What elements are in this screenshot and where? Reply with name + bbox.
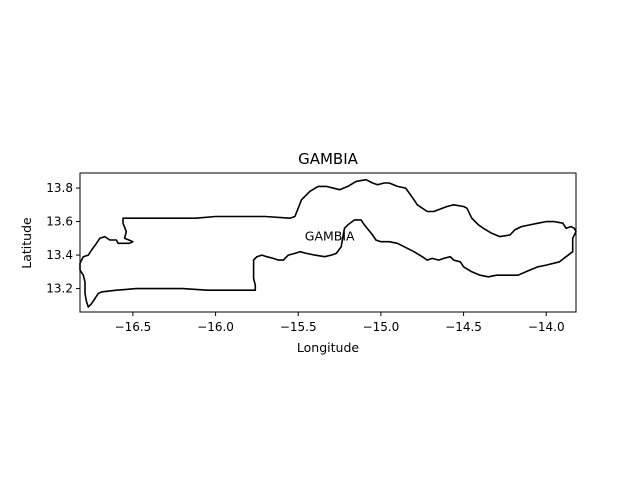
country-label: GAMBIA	[305, 229, 355, 244]
x-tick-label: −16.5	[115, 320, 152, 334]
plot-area: GAMBIA	[79, 172, 577, 313]
x-axis-ticks: −16.5 −16.0 −15.5 −15.0 −14.5 −14.0	[115, 312, 565, 334]
y-tick-label: 13.8	[46, 181, 73, 195]
country-boundary	[79, 178, 577, 308]
map-title: GAMBIA	[298, 150, 359, 168]
y-tick-label: 13.6	[46, 215, 73, 229]
y-tick-label: 13.2	[46, 282, 73, 296]
x-tick-label: −15.0	[363, 320, 400, 334]
x-axis-label: Longitude	[297, 340, 359, 355]
x-tick-label: −14.5	[445, 320, 482, 334]
x-tick-label: −14.0	[528, 320, 565, 334]
plot-frame	[79, 172, 577, 313]
y-axis-ticks: 13.2 13.4 13.6 13.8	[46, 181, 80, 296]
y-axis-label: Latitude	[19, 217, 34, 269]
x-tick-label: −15.5	[280, 320, 317, 334]
y-tick-label: 13.4	[46, 248, 73, 262]
x-tick-label: −16.0	[197, 320, 234, 334]
